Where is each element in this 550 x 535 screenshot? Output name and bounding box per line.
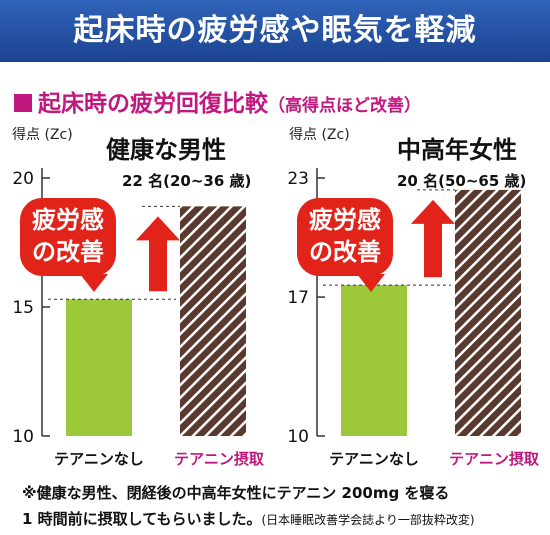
- badge-line-2: の改善: [32, 238, 104, 266]
- chart-women: 10 17 23 テアニンなし テアニン摂取: [287, 168, 540, 468]
- improvement-badge: 疲労感 の改善: [20, 198, 116, 276]
- category-label-placebo: テアニンなし: [54, 450, 144, 468]
- badge-line-1: 疲労感: [309, 206, 381, 234]
- category-label-placebo: テアニンなし: [329, 450, 419, 468]
- up-arrow-icon: [136, 216, 180, 241]
- badge-tail: [357, 274, 385, 292]
- badge-line-2: の改善: [309, 238, 381, 266]
- chart-panel-men: 10 15 20 テアニンなし テアニン摂取 得点 (Zc) 健康な男性 22 名(20…: [0, 118, 275, 478]
- group-title: 健康な男性: [106, 136, 226, 164]
- section-title: 起床時の疲労回復比較: [38, 91, 268, 117]
- y-axis-unit: 得点 (Zc): [289, 127, 350, 143]
- square-bullet-icon: [14, 94, 32, 112]
- bar-placebo: [341, 285, 407, 436]
- badge-line-1: 疲労感: [32, 206, 104, 234]
- banner-title: 起床時の疲労感や眠気を軽減: [73, 13, 477, 48]
- y-tick-label: 20: [12, 169, 34, 189]
- footnote-line-2-main: 1 時間前に摂取してもらいました。: [22, 510, 262, 528]
- footnote: ※健康な男性、閉経後の中高年女性にテアニン 200mg を寝る 1 時間前に摂取…: [22, 480, 475, 533]
- y-tick-label: 23: [287, 169, 309, 189]
- y-tick-label: 17: [287, 288, 309, 308]
- bar-theanine: [180, 206, 246, 436]
- y-tick-label: 10: [12, 427, 34, 447]
- up-arrow-shaft: [424, 221, 442, 278]
- chart-panel-women: 10 17 23 テアニンなし テアニン摂取 得点 (Zc) 中高年女性 20 名(50…: [275, 118, 550, 478]
- category-label-theanine: テアニン摂取: [449, 450, 540, 468]
- y-tick-label: 10: [287, 427, 309, 447]
- up-arrow-shaft: [149, 238, 167, 292]
- badge-tail: [80, 274, 108, 292]
- group-title: 中高年女性: [397, 136, 517, 164]
- up-arrow-icon: [411, 199, 455, 224]
- footnote-line-1: ※健康な男性、閉経後の中高年女性にテアニン 200mg を寝る: [22, 484, 450, 502]
- y-axis-unit: 得点 (Zc): [12, 127, 73, 143]
- footnote-source: (日本睡眠改善学会誌より一部抜粋改変): [261, 513, 475, 527]
- category-label-theanine: テアニン摂取: [174, 450, 265, 468]
- section-heading: 起床時の疲労回復比較（高得点ほど改善）: [14, 84, 421, 118]
- improvement-badge: 疲労感 の改善: [297, 198, 393, 276]
- section-subtitle: （高得点ほど改善）: [268, 96, 421, 116]
- bar-placebo: [66, 299, 132, 436]
- group-subtitle: 20 名(50~65 歳): [397, 172, 527, 190]
- bar-theanine: [455, 189, 521, 436]
- chart-men: 10 15 20 テアニンなし テアニン摂取: [12, 168, 265, 468]
- group-subtitle: 22 名(20~36 歳): [122, 172, 252, 190]
- title-banner: [0, 0, 550, 62]
- footnote-line-2: 1 時間前に摂取してもらいました。(日本睡眠改善学会誌より一部抜粋改変): [22, 506, 475, 533]
- y-tick-label: 15: [12, 298, 34, 318]
